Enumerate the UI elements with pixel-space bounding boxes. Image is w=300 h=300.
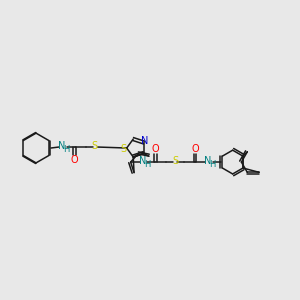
Text: H: H	[63, 145, 70, 154]
Text: N: N	[141, 136, 148, 146]
Text: O: O	[71, 155, 79, 165]
Text: S: S	[121, 144, 127, 154]
Text: H: H	[209, 160, 215, 169]
Text: S: S	[92, 141, 98, 151]
Text: N: N	[58, 141, 65, 151]
Text: H: H	[144, 160, 150, 169]
Text: N: N	[139, 156, 146, 166]
Text: O: O	[191, 144, 199, 154]
Text: O: O	[152, 144, 159, 154]
Text: N: N	[204, 156, 211, 166]
Text: S: S	[172, 156, 178, 166]
